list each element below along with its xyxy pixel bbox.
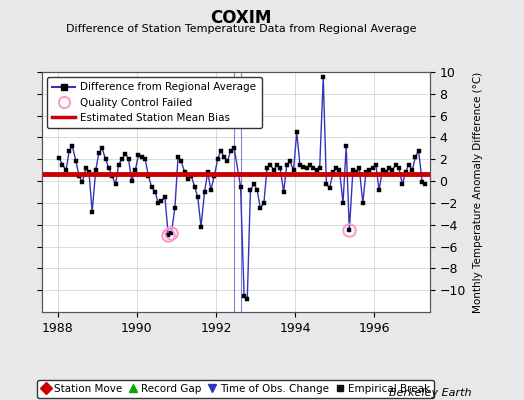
Legend: Station Move, Record Gap, Time of Obs. Change, Empirical Break: Station Move, Record Gap, Time of Obs. C… <box>37 380 434 398</box>
Text: Berkeley Earth: Berkeley Earth <box>389 388 472 398</box>
Text: COXIM: COXIM <box>210 9 272 27</box>
Y-axis label: Monthly Temperature Anomaly Difference (°C): Monthly Temperature Anomaly Difference (… <box>473 71 483 313</box>
Text: Difference of Station Temperature Data from Regional Average: Difference of Station Temperature Data f… <box>66 24 416 34</box>
